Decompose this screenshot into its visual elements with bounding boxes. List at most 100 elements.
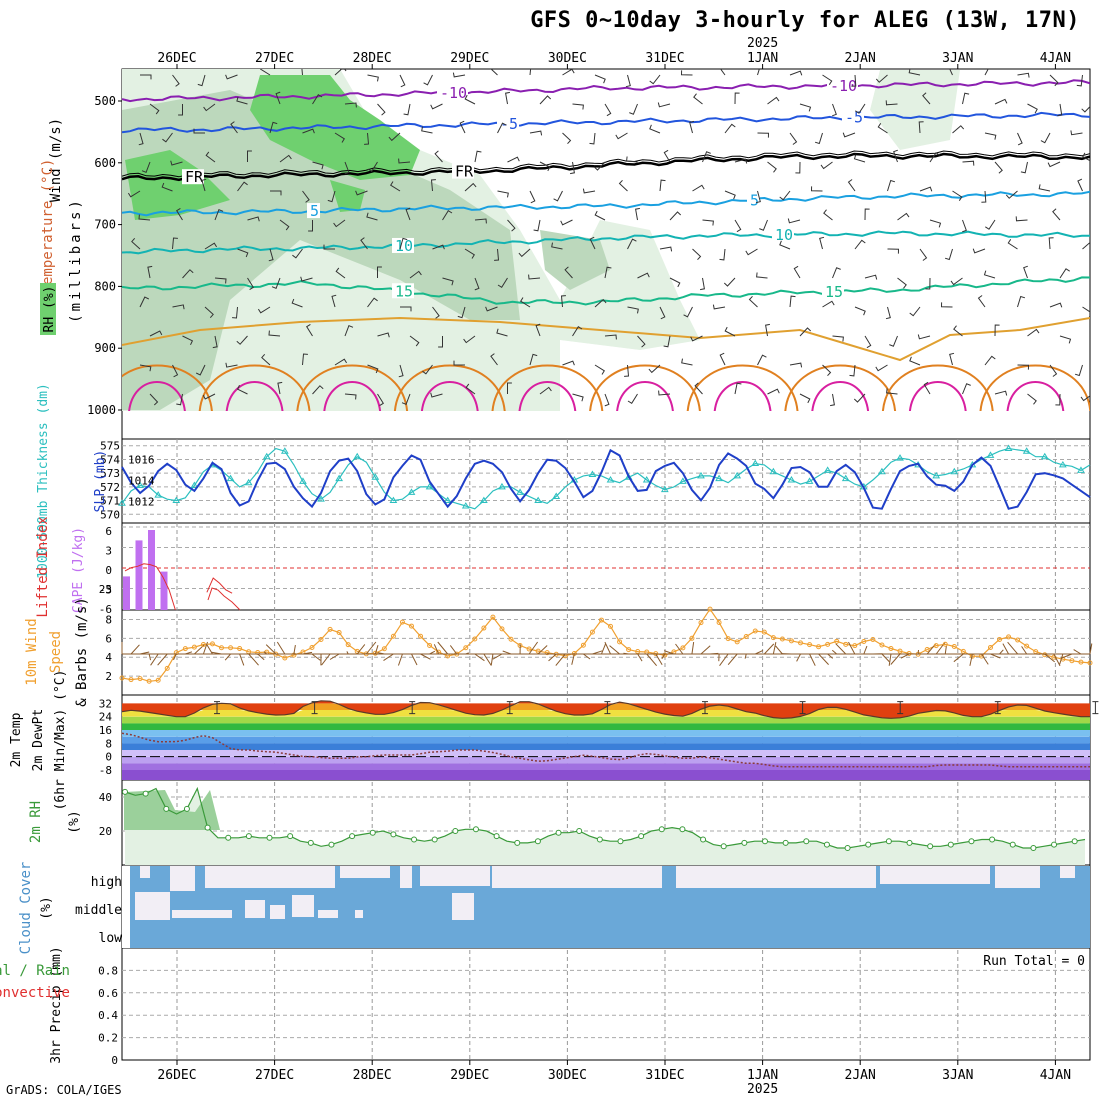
wind-barb (182, 335, 194, 346)
wind-speed-marker (698, 620, 704, 626)
wind-barb (292, 248, 303, 259)
wind-barb (1027, 393, 1037, 405)
wind-barb (497, 277, 508, 288)
wind-barb (893, 149, 898, 163)
contour-label-bg (182, 169, 204, 185)
cloud-gap (170, 866, 195, 891)
rh2m-marker (328, 841, 335, 848)
wind-barb (1048, 237, 1054, 250)
contour-label-10-2: 10 (775, 226, 793, 244)
panel-frame-8 (121, 947, 1091, 1061)
wind-barb (637, 272, 650, 279)
wind-barb-10m (293, 645, 296, 655)
wind-barb (929, 219, 942, 228)
minmax-bar (702, 701, 708, 715)
ylabel-2m-dewpt: 2m DewPt (31, 709, 46, 772)
wind-barb (853, 154, 866, 163)
thickness-marker (299, 477, 307, 484)
wind-barb (423, 74, 433, 86)
temp-contour--5 (122, 111, 1090, 134)
y-tick-label-p1-600: 600 (94, 156, 116, 170)
wind-barb (832, 335, 844, 342)
wind-barb (529, 69, 532, 76)
cloud-gap (135, 892, 170, 920)
rh2m-marker (452, 828, 459, 834)
contour-label-bg (437, 84, 468, 100)
rh2m-marker (617, 838, 624, 845)
wind-barb (1017, 295, 1026, 308)
wind-barb (853, 393, 866, 403)
wind-barb (1082, 306, 1090, 317)
wind-barb (539, 386, 552, 395)
wind-barb (820, 161, 833, 170)
thickness-marker (751, 459, 760, 467)
wind-barb (308, 220, 313, 232)
ylabel-2m-rh: 2m RH (28, 801, 44, 843)
wind-barb-10m (1044, 653, 1055, 663)
wind-barb (442, 210, 453, 221)
wind-barb (767, 161, 777, 173)
wind-speed-marker (372, 650, 378, 656)
wind-barb (734, 92, 740, 105)
thickness-marker (606, 476, 615, 483)
wind-barb (692, 184, 705, 192)
wind-speed-marker (390, 633, 396, 639)
temp-band-4 (122, 743, 1090, 750)
wind-barb-10m (944, 646, 947, 655)
wind-speed-marker (879, 642, 885, 648)
wind-barb (663, 149, 671, 163)
cloud-gap (452, 893, 474, 920)
wind-barb-10m (646, 653, 657, 667)
wind-barb (261, 353, 271, 366)
wind-barb (560, 219, 573, 226)
cloud-left-blank (122, 866, 130, 948)
wind-barb-10m (224, 653, 231, 661)
ylabel-2m-temp: 2m Temp (9, 712, 24, 767)
wind-barb-10m (474, 653, 485, 662)
wind-barb (539, 95, 552, 105)
wind-speed-marker (146, 678, 152, 684)
rh2m-marker (1009, 841, 1016, 848)
wind-speed-marker (472, 636, 478, 642)
wind-barb (485, 306, 498, 312)
grads-credit: GrADS: COLA/IGES (6, 1083, 122, 1097)
wind-barb (533, 219, 541, 232)
wind-barb-10m (818, 653, 829, 665)
wind-speed-marker (960, 648, 966, 654)
wind-speed-marker (209, 641, 215, 647)
wind-barb-10m (490, 653, 494, 665)
wind-barb (306, 323, 313, 337)
thickness-marker (262, 452, 271, 460)
contour-label-10-1: 10 (395, 237, 413, 255)
wind-barb (170, 160, 183, 166)
wind-barb (694, 382, 703, 395)
thickness-marker (371, 473, 380, 480)
temp-contour-30-arc (128, 381, 186, 411)
bottom-date-4JAN: 4JAN (1040, 1068, 1071, 1083)
rh2m-marker (142, 790, 149, 797)
rh2m-marker (741, 839, 748, 846)
wind-barb (712, 304, 726, 310)
thickness-marker (823, 466, 832, 473)
top-date-4JAN: 4JAN (1040, 51, 1071, 66)
temp-contour-10 (122, 230, 1090, 255)
contour-label--10-1: -10 (440, 84, 467, 102)
wind-speed-marker (137, 676, 143, 682)
wind-barb (719, 248, 726, 261)
bottom-date-30DEC: 30DEC (548, 1068, 587, 1083)
wind-barb-10m (1062, 653, 1073, 659)
wind-barb (176, 207, 183, 221)
wind-barb (779, 190, 791, 201)
rh2m-marker (762, 838, 768, 845)
bottom-date-29DEC: 29DEC (450, 1068, 489, 1083)
wind-barb (474, 277, 480, 291)
wind-barb (887, 179, 896, 192)
wind-barb (291, 298, 303, 308)
wind-barb-10m (827, 653, 834, 659)
wind-barb (422, 364, 433, 375)
wind-speed-marker (598, 617, 604, 623)
wind-barb (140, 74, 152, 80)
rh2m-marker (658, 826, 665, 833)
wind-barb (649, 124, 661, 134)
y-tick-label-p1-1000: 1000 (87, 403, 116, 417)
